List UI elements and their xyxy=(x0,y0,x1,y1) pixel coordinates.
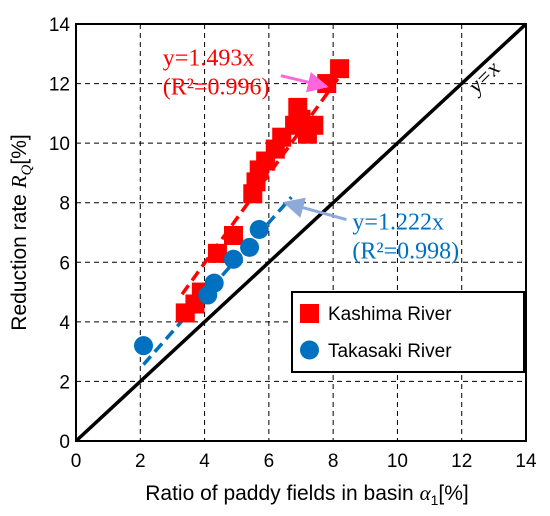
kashima-point xyxy=(224,225,243,245)
kashima-point xyxy=(207,243,227,263)
y-axis-title-unit: [%] xyxy=(8,134,31,164)
takasaki-point xyxy=(134,336,153,356)
fit-r2-takasaki: (R²=0.998) xyxy=(352,239,459,265)
legend-label-kashima: Kashima River xyxy=(328,304,452,325)
x-tick-label: 10 xyxy=(387,451,408,472)
legend-box xyxy=(291,291,525,373)
y-tick-label: 2 xyxy=(59,372,70,393)
x-tick-label: 2 xyxy=(135,451,146,472)
annotation-arrow-kashima xyxy=(280,71,329,93)
takasaki-point xyxy=(240,237,260,257)
x-axis-title-symbol: α xyxy=(420,481,432,505)
kashima-point xyxy=(304,115,324,135)
y-tick-label: 12 xyxy=(49,75,70,96)
legend-marker-kashima xyxy=(300,304,319,323)
annotation-arrow-takasaki xyxy=(282,197,347,221)
x-axis-title-unit: [%] xyxy=(438,482,468,505)
x-tick-labels: 0 2 4 6 8 10 12 14 xyxy=(71,451,537,472)
y-tick-labels: 0 2 4 6 8 10 12 14 xyxy=(49,15,71,453)
y-axis-title: Reduction rate RQ[%] xyxy=(7,134,35,330)
y-tick-label: 0 xyxy=(59,432,70,453)
x-axis-title: Ratio of paddy fields in basin α1[%] xyxy=(145,481,469,508)
x-tick-label: 12 xyxy=(451,451,472,472)
x-tick-label: 0 xyxy=(71,451,82,472)
plot-frame xyxy=(75,23,527,442)
x-tick-label: 4 xyxy=(199,451,210,472)
legend-label-takasaki: Takasaki River xyxy=(328,341,452,362)
takasaki-point xyxy=(204,273,224,293)
fit-equation-kashima: y=1.493x xyxy=(163,46,255,72)
data-points xyxy=(134,59,350,356)
x-tick-label: 14 xyxy=(515,451,537,472)
y-axis-title-text: Reduction rate xyxy=(8,188,31,330)
y-tick-label: 8 xyxy=(59,194,70,215)
takasaki-point xyxy=(249,220,269,240)
legend: Kashima River Takasaki River xyxy=(291,291,525,373)
x-tick-label: 6 xyxy=(264,451,275,472)
fit-annotations: y=1.493x (R²=0.996) y=1.222x (R²=0.998) xyxy=(163,46,459,265)
fit-equation-takasaki: y=1.222x xyxy=(352,210,444,236)
x-tick-label: 8 xyxy=(328,451,339,472)
x-axis-title-subscript: 1 xyxy=(431,492,439,508)
y-axis-title-subscript: Q xyxy=(19,164,35,175)
takasaki-point xyxy=(224,249,243,269)
y-tick-label: 6 xyxy=(59,253,70,274)
y-axis-title-symbol: R xyxy=(7,175,31,189)
x-axis-title-text: Ratio of paddy fields in basin xyxy=(145,482,419,505)
kashima-point xyxy=(330,59,350,79)
y-tick-label: 10 xyxy=(49,134,70,155)
fit-r2-kashima: (R²=0.996) xyxy=(163,75,270,101)
identity-line-group: y=x xyxy=(74,22,528,443)
legend-marker-takasaki xyxy=(300,340,319,360)
y-tick-label: 4 xyxy=(59,313,70,334)
y-tick-label: 14 xyxy=(49,15,71,36)
identity-line xyxy=(74,22,528,443)
identity-line-label: y=x xyxy=(461,56,505,100)
